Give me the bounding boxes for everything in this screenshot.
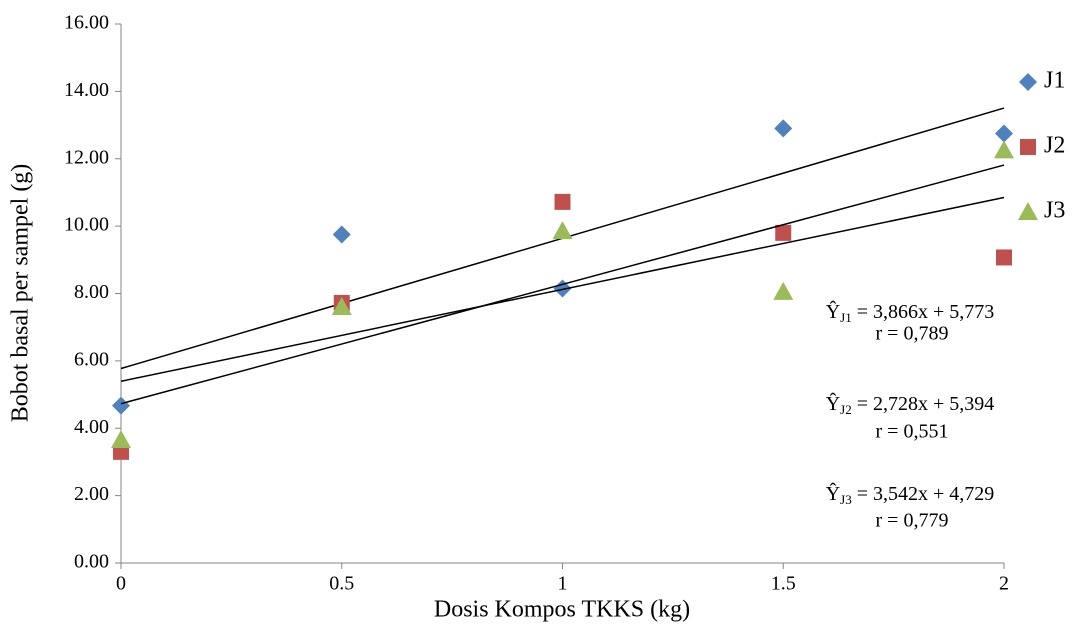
y-tick-label: 14.00	[64, 79, 109, 101]
point	[554, 193, 571, 210]
y-tick-label: 10.00	[64, 214, 109, 236]
point	[775, 224, 792, 241]
legend-label: J1	[1044, 68, 1065, 94]
y-axis-title: Bobot basal per sampel (g)	[8, 164, 34, 423]
x-tick-label: 0.5	[329, 573, 354, 595]
point	[111, 430, 131, 449]
equation-sub: J3	[840, 492, 852, 507]
legend-label: J3	[1044, 198, 1065, 224]
point	[331, 296, 352, 315]
point	[774, 119, 793, 138]
x-tick-label: 0	[116, 573, 126, 595]
y-tick-label: 2.00	[74, 483, 109, 505]
x-tick-label: 1	[558, 573, 568, 595]
trend-line	[120, 164, 1005, 405]
equation: ŶJ2 = 2,728x + 5,394	[826, 392, 995, 417]
y-tick-label: 12.00	[64, 146, 109, 168]
y-tick-label: 16.00	[64, 12, 109, 34]
point	[332, 225, 351, 244]
equation-lhs: Ŷ	[826, 300, 840, 323]
point	[994, 140, 1014, 159]
x-tick-label: 1.5	[771, 573, 796, 595]
trend-line	[120, 196, 1005, 383]
equation-lhs: Ŷ	[826, 482, 840, 505]
point	[552, 221, 573, 240]
point	[996, 249, 1012, 266]
equation-rhs: = 2,728x + 5,394	[852, 393, 995, 415]
equation: ŶJ3 = 3,542x + 4,729	[826, 482, 995, 507]
point	[773, 281, 794, 300]
equation-rhs: = 3,542x + 4,729	[852, 483, 995, 505]
y-tick-label: 0.00	[74, 551, 109, 573]
y-tick-label: 8.00	[74, 281, 109, 303]
legend-marker	[1018, 202, 1038, 220]
equation-rhs: = 3,866x + 5,773	[852, 301, 995, 323]
x-axis-title: Dosis Kompos TKKS (kg)	[434, 597, 690, 623]
point	[995, 124, 1013, 143]
equation: ŶJ1 = 3,866x + 5,773	[826, 300, 995, 325]
r-value: r = 0,789	[876, 323, 949, 345]
legend-label: J2	[1044, 133, 1065, 159]
y-tick-label: 6.00	[74, 348, 109, 370]
r-value: r = 0,551	[876, 421, 949, 443]
point	[553, 279, 572, 298]
point	[112, 396, 130, 415]
equation-sub: J2	[840, 402, 852, 417]
equation-sub: J1	[840, 310, 852, 325]
y-tick-label: 4.00	[74, 416, 109, 438]
x-tick-label: 2	[999, 573, 1009, 595]
equation-lhs: Ŷ	[826, 392, 840, 415]
legend-marker	[1019, 73, 1037, 91]
r-value: r = 0,779	[876, 510, 949, 532]
legend-marker	[1020, 139, 1036, 155]
